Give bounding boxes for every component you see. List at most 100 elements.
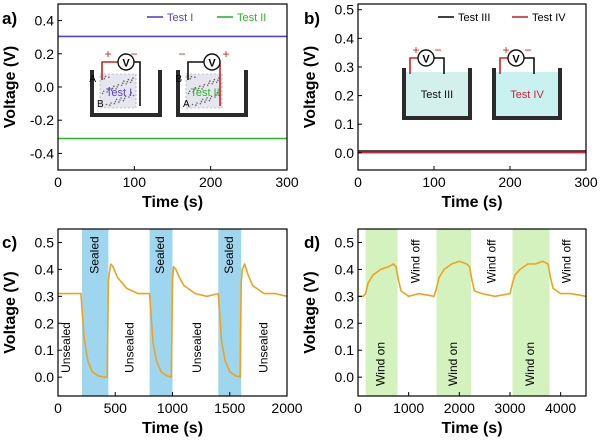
speckle: [120, 97, 122, 99]
speckle: [199, 102, 202, 105]
speckle: [210, 95, 213, 98]
shaded-label: Sealed: [222, 236, 236, 273]
voltmeter-symbol: V: [422, 54, 430, 66]
panel-d: Wind on Wind on Wind on Wind off Wind off Win…: [302, 228, 587, 437]
liquid: [496, 72, 558, 116]
voltmeter-wire-negative: [434, 57, 445, 74]
speckle: [115, 98, 118, 101]
speckle: [126, 80, 129, 83]
negative-sign: −: [178, 47, 185, 61]
panel-c: Sealed Sealed Sealed Unsealed Unsealed Unseal…: [2, 228, 303, 437]
speckle: [215, 81, 218, 84]
speckle: [108, 76, 110, 78]
series-line-voltage: [358, 260, 586, 298]
plot-frame: [357, 3, 587, 171]
annotation-label: Wind off: [559, 239, 573, 283]
shaded-label: Wind on: [523, 342, 537, 386]
y-tick-label: 0.0: [35, 369, 55, 385]
legend-entry: Test I: [167, 12, 193, 24]
x-tick-label: 1000: [157, 400, 188, 416]
x-tick-label: 0: [54, 400, 62, 416]
voltmeter-wire-negative: [134, 61, 141, 106]
y-axis-label: Voltage (V): [302, 46, 319, 128]
speckle: [200, 100, 203, 103]
speckle: [113, 102, 116, 105]
voltmeter-symbol: V: [208, 58, 216, 70]
speckle: [199, 85, 201, 87]
x-tick-label: 1500: [214, 400, 245, 416]
panel-label: d): [304, 233, 320, 252]
inset-label: Test II: [190, 87, 219, 99]
speckle: [105, 103, 108, 106]
speckle: [196, 89, 199, 92]
shaded-label: Sealed: [153, 236, 167, 273]
speckle: [106, 91, 108, 93]
shaded-region: [512, 229, 550, 396]
x-axis-label: Time (s): [441, 420, 502, 437]
speckle: [120, 84, 123, 87]
speckle: [190, 75, 193, 78]
voltmeter-wire-negative: [524, 57, 535, 74]
speckle: [132, 94, 135, 97]
annotation-label: Wind off: [484, 239, 498, 283]
x-tick-label: 500: [104, 400, 128, 416]
speckle: [201, 88, 203, 90]
speckle: [197, 87, 200, 90]
panel-label: c): [2, 233, 17, 252]
speckle: [208, 99, 211, 102]
y-tick-label: 0.0: [335, 145, 355, 161]
x-tick-label: 0: [354, 400, 362, 416]
speckle: [206, 97, 208, 99]
container-outline: [402, 68, 472, 120]
series-group: [358, 260, 586, 298]
sample-block: [99, 73, 137, 109]
speckle: [109, 104, 111, 106]
speckle: [188, 90, 191, 93]
y-axis-label: Voltage (V): [302, 271, 319, 353]
shaded-label: Wind on: [446, 342, 460, 386]
speckle: [116, 86, 118, 88]
x-tick-label: 4000: [545, 400, 576, 416]
electrode-letter-bottom: B: [97, 99, 104, 110]
positive-sign: +: [412, 43, 419, 57]
x-tick-label: 300: [275, 174, 299, 190]
speckle: [127, 78, 130, 81]
y-tick-label: 0.4: [35, 261, 55, 277]
speckle: [192, 91, 194, 93]
speckle: [203, 83, 206, 86]
positive-sign: +: [222, 47, 229, 61]
speckle: [124, 95, 127, 98]
speckle: [209, 97, 212, 100]
x-tick-label: 100: [123, 174, 147, 190]
x-tick-label: 3000: [494, 400, 525, 416]
voltmeter-wire-positive: [101, 61, 118, 80]
speckle: [194, 76, 196, 78]
speckle: [101, 92, 104, 95]
shaded-label: Wind on: [374, 342, 388, 386]
speckle: [215, 94, 217, 96]
speckle: [110, 89, 113, 92]
shaded-region: [365, 229, 398, 396]
voltmeter-wire-positive: [499, 57, 508, 74]
legend: Test III Test IV: [438, 12, 566, 24]
speckle: [122, 82, 124, 84]
speckle: [102, 90, 105, 93]
y-tick-label: 0.5: [35, 234, 55, 250]
y-tick-label: 0.1: [335, 116, 355, 132]
negative-sign: −: [524, 43, 531, 57]
series-group: [58, 263, 287, 378]
speckle: [122, 99, 125, 102]
inset-label: Test I: [106, 87, 132, 99]
panel-label: a): [2, 9, 17, 28]
x-tick-label: 100: [422, 174, 446, 190]
annotation-label: Wind off: [408, 239, 422, 283]
x-tick-label: 200: [199, 174, 223, 190]
speckle: [132, 77, 134, 79]
y-tick-label: 0.5: [335, 2, 355, 18]
speckle: [117, 83, 120, 86]
liquid: [406, 72, 468, 116]
speckle: [208, 82, 210, 84]
speckle: [113, 85, 115, 87]
